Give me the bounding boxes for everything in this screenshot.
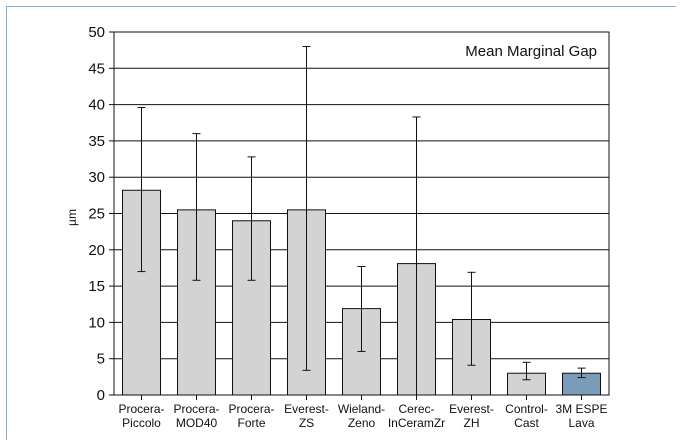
y-tick-label: 45: [88, 60, 105, 77]
frame-left-rule: [6, 6, 7, 440]
x-category-label-line: MOD40: [176, 416, 218, 430]
x-category-label: Cerec-InCeramZr: [388, 402, 445, 430]
error-bars: [137, 46, 586, 396]
x-category-label: Everest-ZH: [449, 402, 494, 430]
x-category-label-line: Cast: [514, 416, 539, 430]
y-axis-ticks: 0 5 10 15 20 25 30 35 40 45 50: [88, 24, 114, 404]
x-category-label-line: Procera-: [118, 402, 164, 416]
x-category-label-line: 3M ESPE: [555, 402, 607, 416]
x-category-label: 3M ESPE Lava: [555, 402, 607, 430]
x-category-label-line: ZS: [299, 416, 314, 430]
y-tick-label: 15: [88, 278, 105, 295]
x-category-label-line: Control-: [505, 402, 548, 416]
x-category-label-line: Everest-: [284, 402, 329, 416]
x-category-label: Everest-ZS: [284, 402, 329, 430]
y-tick-label: 30: [88, 169, 105, 186]
x-category-label-line: Wieland-: [338, 402, 385, 416]
frame-top-rule: [6, 6, 676, 7]
x-category-label: Control-Cast: [505, 402, 548, 430]
x-category-label-line: Lava: [568, 416, 594, 430]
x-category-label: Procera-Piccolo: [118, 402, 164, 430]
x-category-label-line: Procera-: [228, 402, 274, 416]
y-tick-label: 5: [97, 351, 105, 368]
chart-title: Mean Marginal Gap: [465, 43, 597, 60]
x-category-label: Procera-MOD40: [173, 402, 219, 430]
x-category-label-line: ZH: [464, 416, 480, 430]
x-category-label: Procera-Forte: [228, 402, 274, 430]
y-tick-label: 50: [88, 24, 105, 41]
x-category-label-line: Forte: [237, 416, 265, 430]
y-tick-label: 0: [97, 387, 105, 404]
x-category-label-line: InCeramZr: [388, 416, 445, 430]
y-tick-label: 35: [88, 133, 105, 150]
x-category-label-line: Everest-: [449, 402, 494, 416]
x-category-label-line: Zeno: [348, 416, 376, 430]
y-axis-label: µm: [65, 209, 79, 226]
y-tick-label: 40: [88, 97, 105, 114]
plot-frame: [113, 31, 610, 396]
x-category-label: Wieland-Zeno: [338, 402, 385, 430]
y-tick-label: 20: [88, 242, 105, 259]
x-category-label-line: Cerec-: [398, 402, 434, 416]
y-tick-label: 25: [88, 206, 105, 223]
x-axis-labels: Procera-PiccoloProcera-MOD40Procera-Fort…: [118, 395, 608, 430]
x-category-label-line: Piccolo: [122, 416, 161, 430]
y-tick-label: 10: [88, 314, 105, 331]
x-category-label-line: Procera-: [173, 402, 219, 416]
